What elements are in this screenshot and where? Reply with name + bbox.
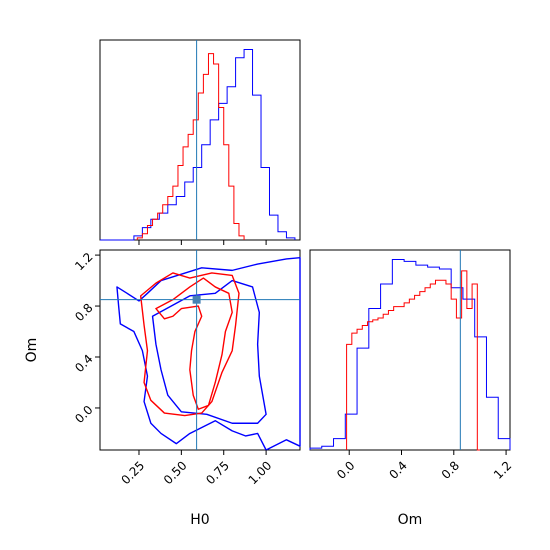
y-axis-label-om: Om (24, 338, 40, 363)
y-tick-label-1: 0.4 (72, 352, 95, 375)
histogram-om-panel: 0.0 0.4 0.8 1.2 Om (309, 249, 514, 528)
x-tick-label-3: 1.00 (246, 458, 275, 487)
x-tick-label-1: 0.50 (161, 458, 190, 487)
h0-histogram-series-0 (100, 49, 296, 241)
om-histogram-series-0 (309, 259, 511, 450)
histogram-om-frame (309, 249, 511, 451)
y-tick-label-0: 0.0 (72, 403, 95, 426)
contour-x-ticks: 0.25 0.50 0.75 1.00 (119, 450, 275, 487)
contour-y-ticks: 0.0 0.4 0.8 1.2 (72, 250, 100, 426)
y-tick-label-2: 0.8 (72, 301, 95, 324)
x-tick-label-2: 0.8 (439, 458, 462, 481)
x-tick-label-2: 0.75 (203, 458, 232, 487)
contour-line-1 (151, 279, 267, 424)
histogram-h0-panel (99, 39, 301, 245)
histogram-om-series (309, 259, 511, 451)
x-axis-label-om: Om (398, 512, 423, 528)
x-tick-label-1: 0.4 (386, 458, 409, 481)
histogram-om-ticks: 0.0 0.4 0.8 1.2 (334, 450, 514, 482)
histogram-h0-frame (99, 39, 301, 241)
contour-line-3 (155, 277, 233, 410)
x-tick-label-3: 1.2 (491, 458, 514, 481)
histogram-h0-series (100, 49, 296, 241)
x-tick-label-0: 0.0 (334, 458, 357, 481)
contour-panel: 0.25 0.50 0.75 1.00 0.0 0.4 0.8 1.2 H0 Om (24, 249, 301, 528)
y-tick-label-3: 1.2 (72, 250, 95, 273)
contour-lines (116, 256, 301, 451)
contour-line-2 (139, 272, 240, 417)
contour-line-0 (116, 256, 301, 451)
truth-point-marker (192, 295, 201, 304)
histogram-h0-ticks (138, 240, 267, 245)
x-axis-label-h0: H0 (190, 512, 209, 528)
x-tick-label-0: 0.25 (119, 458, 148, 487)
h0-histogram-series-1 (136, 53, 245, 240)
